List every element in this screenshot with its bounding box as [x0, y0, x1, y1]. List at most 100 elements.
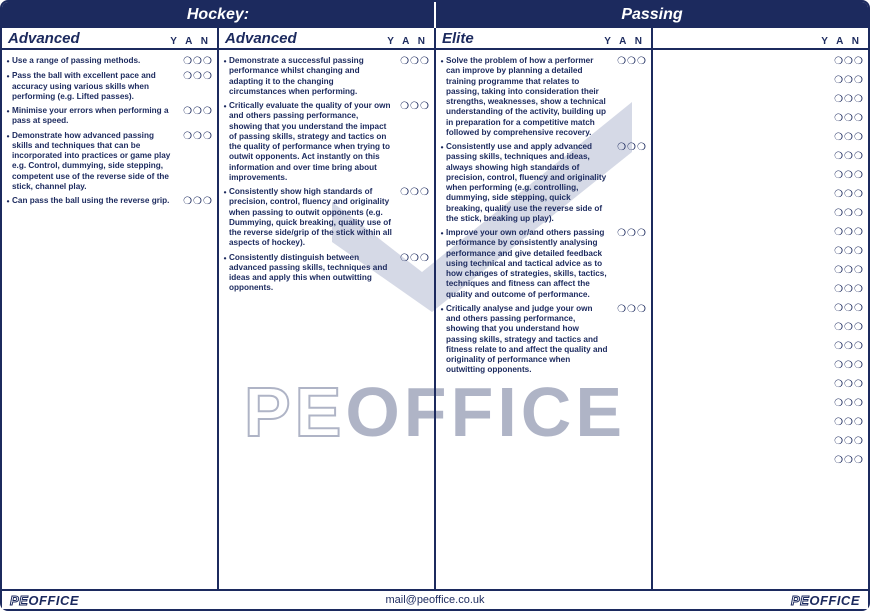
yan-checkboxes[interactable]: ❍❍❍	[830, 436, 864, 447]
empty-criterion-row: ❍❍❍	[657, 170, 864, 181]
yan-checkboxes[interactable]: ❍❍❍	[830, 151, 864, 162]
yan-checkboxes[interactable]: ❍❍❍	[830, 75, 864, 86]
column-title: Elite	[442, 30, 604, 47]
yan-label: Y A N	[821, 36, 862, 47]
criterion-text: Demonstrate a successful passing perform…	[227, 56, 396, 97]
empty-criterion-row: ❍❍❍	[657, 455, 864, 466]
footer-logo-left: PEOFFICE	[10, 593, 79, 608]
column-2: EliteY A N •Solve the problem of how a pe…	[436, 28, 653, 589]
criterion-text-wrap: •Improve your own or/and others passing …	[440, 228, 613, 300]
yan-checkboxes[interactable]: ❍❍❍	[830, 455, 864, 466]
criterion-text-wrap: •Demonstrate how advanced passing skills…	[6, 131, 179, 193]
empty-criterion-row: ❍❍❍	[657, 303, 864, 314]
column-head: AdvancedY A N	[2, 28, 217, 50]
criterion-text-wrap: •Minimise your errors when performing a …	[6, 106, 179, 127]
yan-checkboxes[interactable]: ❍❍❍	[830, 94, 864, 105]
column-head: Y A N	[653, 28, 868, 50]
empty-criterion-row: ❍❍❍	[657, 113, 864, 124]
assessment-page: PEOFFICE Hockey: Passing AdvancedY A N•U…	[0, 0, 870, 611]
empty-criterion-row: ❍❍❍	[657, 151, 864, 162]
criterion-text: Solve the problem of how a performer can…	[444, 56, 613, 138]
yan-checkboxes[interactable]: ❍❍❍	[830, 379, 864, 390]
yan-checkboxes[interactable]: ❍❍❍	[830, 189, 864, 200]
footer: PEOFFICE mail@peoffice.co.uk PEOFFICE	[2, 589, 868, 609]
criterion-text-wrap: •Use a range of passing methods.	[6, 56, 179, 67]
yan-checkboxes[interactable]: ❍❍❍	[830, 398, 864, 409]
yan-checkboxes[interactable]: ❍❍❍	[613, 228, 647, 239]
column-0: AdvancedY A N•Use a range of passing met…	[2, 28, 219, 589]
yan-checkboxes[interactable]: ❍❍❍	[830, 265, 864, 276]
yan-checkboxes[interactable]: ❍❍❍	[396, 101, 430, 112]
yan-checkboxes[interactable]: ❍❍❍	[830, 227, 864, 238]
empty-criterion-row: ❍❍❍	[657, 379, 864, 390]
criterion-row: •Solve the problem of how a performer ca…	[440, 56, 647, 138]
criterion-row: •Improve your own or/and others passing …	[440, 228, 647, 300]
yan-checkboxes[interactable]: ❍❍❍	[830, 246, 864, 257]
column-body: ❍❍❍ ❍❍❍ ❍❍❍ ❍❍❍ ❍❍❍ ❍❍❍ ❍❍❍ ❍❍❍ ❍❍❍ ❍❍❍ ❍❍❍ ❍❍❍ ❍❍❍ ❍…	[653, 50, 868, 589]
criterion-text: Minimise your errors when performing a p…	[10, 106, 179, 127]
yan-checkboxes[interactable]: ❍❍❍	[613, 56, 647, 67]
header-left: Hockey:	[2, 2, 436, 28]
criterion-text-wrap: •Demonstrate a successful passing perfor…	[223, 56, 396, 97]
criterion-text: Can pass the ball using the reverse grip…	[10, 196, 179, 207]
empty-criterion-row: ❍❍❍	[657, 94, 864, 105]
criterion-text-wrap: •Critically evaluate the quality of your…	[223, 101, 396, 183]
yan-label: Y A N	[170, 36, 211, 47]
yan-checkboxes[interactable]: ❍❍❍	[179, 131, 213, 142]
yan-checkboxes[interactable]: ❍❍❍	[830, 113, 864, 124]
yan-checkboxes[interactable]: ❍❍❍	[830, 284, 864, 295]
yan-checkboxes[interactable]: ❍❍❍	[179, 106, 213, 117]
criterion-row: •Consistently show high standards of pre…	[223, 187, 430, 249]
yan-label: Y A N	[604, 36, 645, 47]
criterion-text-wrap: •Solve the problem of how a performer ca…	[440, 56, 613, 138]
empty-criterion-row: ❍❍❍	[657, 284, 864, 295]
yan-checkboxes[interactable]: ❍❍❍	[179, 56, 213, 67]
column-body: •Demonstrate a successful passing perfor…	[219, 50, 434, 589]
yan-checkboxes[interactable]: ❍❍❍	[830, 360, 864, 371]
yan-checkboxes[interactable]: ❍❍❍	[830, 208, 864, 219]
criterion-row: •Consistently use and apply advanced pas…	[440, 142, 647, 224]
empty-criterion-row: ❍❍❍	[657, 227, 864, 238]
yan-checkboxes[interactable]: ❍❍❍	[179, 196, 213, 207]
yan-checkboxes[interactable]: ❍❍❍	[830, 341, 864, 352]
criterion-text: Critically analyse and judge your own an…	[444, 304, 613, 376]
criterion-text: Pass the ball with excellent pace and ac…	[10, 71, 179, 102]
criterion-text-wrap: •Critically analyse and judge your own a…	[440, 304, 613, 376]
yan-checkboxes[interactable]: ❍❍❍	[830, 303, 864, 314]
criterion-row: •Can pass the ball using the reverse gri…	[6, 196, 213, 207]
criterion-text: Critically evaluate the quality of your …	[227, 101, 396, 183]
criterion-text: Use a range of passing methods.	[10, 56, 179, 67]
criterion-row: •Pass the ball with excellent pace and a…	[6, 71, 213, 102]
yan-checkboxes[interactable]: ❍❍❍	[830, 56, 864, 67]
column-head: EliteY A N	[436, 28, 651, 50]
yan-checkboxes[interactable]: ❍❍❍	[830, 322, 864, 333]
criterion-text-wrap: •Pass the ball with excellent pace and a…	[6, 71, 179, 102]
yan-checkboxes[interactable]: ❍❍❍	[830, 417, 864, 428]
yan-checkboxes[interactable]: ❍❍❍	[396, 187, 430, 198]
empty-criterion-row: ❍❍❍	[657, 265, 864, 276]
column-3: Y A N❍❍❍❍❍❍❍❍❍❍❍❍❍❍❍❍❍❍❍❍❍❍❍❍❍❍❍❍❍❍❍❍❍❍❍…	[653, 28, 868, 589]
criterion-text-wrap: •Consistently show high standards of pre…	[223, 187, 396, 249]
empty-criterion-row: ❍❍❍	[657, 132, 864, 143]
yan-checkboxes[interactable]: ❍❍❍	[179, 71, 213, 82]
yan-checkboxes[interactable]: ❍❍❍	[830, 170, 864, 181]
criterion-row: •Critically analyse and judge your own a…	[440, 304, 647, 376]
empty-criterion-row: ❍❍❍	[657, 208, 864, 219]
yan-checkboxes[interactable]: ❍❍❍	[830, 132, 864, 143]
footer-logo-right: PEOFFICE	[791, 593, 860, 608]
criterion-row: •Use a range of passing methods.❍❍❍	[6, 56, 213, 67]
yan-checkboxes[interactable]: ❍❍❍	[613, 304, 647, 315]
criterion-text: Consistently distinguish between advance…	[227, 253, 396, 294]
column-1: AdvancedY A N •Demonstrate a successful p…	[219, 28, 436, 589]
empty-criterion-row: ❍❍❍	[657, 436, 864, 447]
criterion-text: Improve your own or/and others passing p…	[444, 228, 613, 300]
empty-criterion-row: ❍❍❍	[657, 322, 864, 333]
yan-checkboxes[interactable]: ❍❍❍	[613, 142, 647, 153]
column-body: •Solve the problem of how a performer ca…	[436, 50, 651, 589]
column-head: AdvancedY A N	[219, 28, 434, 50]
column-body: •Use a range of passing methods.❍❍❍•Pass…	[2, 50, 217, 589]
criterion-text: Demonstrate how advanced passing skills …	[10, 131, 179, 193]
footer-email: mail@peoffice.co.uk	[79, 594, 791, 606]
yan-checkboxes[interactable]: ❍❍❍	[396, 56, 430, 67]
yan-checkboxes[interactable]: ❍❍❍	[396, 253, 430, 264]
